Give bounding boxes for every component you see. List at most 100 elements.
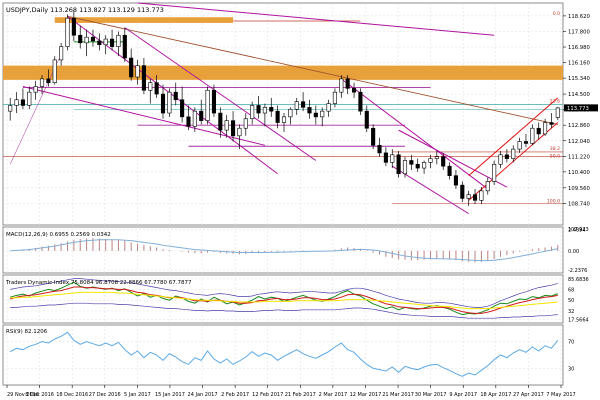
candle-body	[517, 141, 522, 150]
candle-body	[402, 160, 408, 175]
date-tick-label: 5 Jan 2017	[124, 392, 151, 398]
candle-body	[555, 107, 560, 118]
symbol-line: USDJPY,Daily 113.268 113.827 113.129 113…	[6, 6, 164, 14]
trend-line-falling	[67, 15, 278, 175]
candle-body	[199, 110, 204, 121]
fib-label: 50.0	[550, 154, 560, 160]
date-tick-label: 7 May 2017	[546, 392, 575, 398]
candle-body	[59, 46, 64, 61]
channel-line-upper	[468, 97, 559, 177]
supply-zone-upper	[54, 17, 234, 23]
candle-body	[543, 122, 548, 135]
candle-body	[122, 34, 127, 59]
fib-labels: 0.0 23.6 38.2 50.0 100.0	[547, 11, 560, 204]
supply-zone-middle	[3, 65, 563, 80]
current-price-tag	[564, 104, 598, 112]
candle-body	[485, 181, 490, 192]
candle-body	[52, 59, 57, 83]
candle-body	[180, 99, 185, 118]
candle-body	[148, 82, 153, 91]
price-candles	[8, 10, 560, 207]
candle-body	[288, 108, 293, 118]
candle-body	[262, 107, 267, 114]
candle-body	[103, 38, 108, 46]
price-tick-label: 118.620	[568, 14, 591, 20]
candle-body	[141, 65, 146, 91]
candle-body	[243, 118, 248, 129]
price-tick-label: 110.400	[568, 170, 591, 176]
candle-body	[167, 91, 172, 114]
candle-body	[351, 88, 357, 93]
candle-body	[523, 141, 529, 144]
trend-line-falling	[341, 78, 489, 190]
date-tick-label: 29 Nov 2016	[7, 392, 39, 398]
candle-body	[71, 17, 76, 36]
price-tick-label: 108.740	[568, 201, 591, 207]
price-tick-label: 109.560	[568, 186, 591, 192]
indicator-series-line	[10, 278, 558, 308]
indicator-tick-label: 32	[568, 309, 574, 315]
indicator-tick-label: -2.2376	[568, 268, 587, 274]
price-tick-label: 112.040	[568, 139, 591, 145]
candle-body	[364, 110, 369, 129]
candle-body	[39, 78, 45, 87]
candle-body	[27, 91, 32, 106]
indicator-series-line	[10, 302, 558, 319]
candle-body	[269, 107, 274, 112]
price-tick-label: 112.860	[568, 123, 591, 129]
rsi-line	[9, 331, 559, 377]
date-tick-label: 30 Mar 2017	[415, 392, 447, 398]
rsi-title: RSI(9) 82.1206	[6, 329, 48, 335]
date-tick-label: 15 Jan 2017	[155, 392, 185, 398]
indicator-tick-label: 17.5664	[568, 318, 589, 324]
date-tick-label: 9 Apr 2017	[449, 392, 477, 398]
candle-body	[345, 78, 350, 89]
candle-body	[78, 34, 83, 44]
candle-body	[447, 165, 452, 176]
indicator-series-line	[10, 286, 558, 314]
price-tick-label: 116.160	[568, 61, 591, 67]
candle-body	[84, 36, 89, 44]
candle-body	[160, 93, 166, 114]
price-tick-label: 115.340	[568, 76, 591, 82]
trend-line-dotted	[9, 54, 62, 165]
indicator-tick-label: 50	[568, 298, 574, 304]
macd-grid	[3, 227, 563, 273]
candle-body	[390, 154, 395, 163]
candle-body	[135, 65, 140, 78]
trend-line-falling	[124, 27, 317, 161]
candle-body	[307, 107, 312, 114]
candle-body	[110, 38, 115, 47]
date-tick-label: 18 Dec 2016	[56, 392, 88, 398]
candle-body	[422, 162, 427, 169]
candle-body	[173, 91, 178, 101]
rsi-panel: 70 30 RSI(9) 82.1206	[2, 324, 574, 386]
candle-body	[396, 154, 401, 175]
date-tick-label: 24 Jan 2017	[188, 392, 218, 398]
trend-line-falling	[398, 129, 508, 188]
candle-body	[415, 163, 420, 169]
candle-body	[218, 112, 223, 131]
tdi-panel: 85.6836 68 50 32 17.5664 Traders Dynamic Ind…	[2, 274, 589, 324]
macd-panel-frame	[2, 226, 564, 274]
candle-body	[154, 82, 159, 95]
candle-body	[116, 34, 121, 47]
indicator-tick-label: 68	[568, 287, 574, 293]
price-tick-label: 116.980	[568, 45, 591, 51]
candle-body	[472, 194, 478, 201]
indicator-tick-label: 0.00	[568, 249, 579, 255]
candle-body	[14, 99, 19, 106]
candle-body	[434, 156, 439, 159]
candle-body	[294, 101, 299, 110]
trend-lines	[3, 2, 563, 215]
rsi-grid	[3, 325, 563, 385]
candle-body	[205, 89, 210, 121]
candle-body	[275, 110, 280, 123]
date-tick-label: 2 Mar 2017	[319, 392, 348, 398]
candle-body	[549, 122, 554, 125]
candle-body	[250, 105, 255, 120]
date-tick-label: 12 Feb 2017	[252, 392, 283, 398]
